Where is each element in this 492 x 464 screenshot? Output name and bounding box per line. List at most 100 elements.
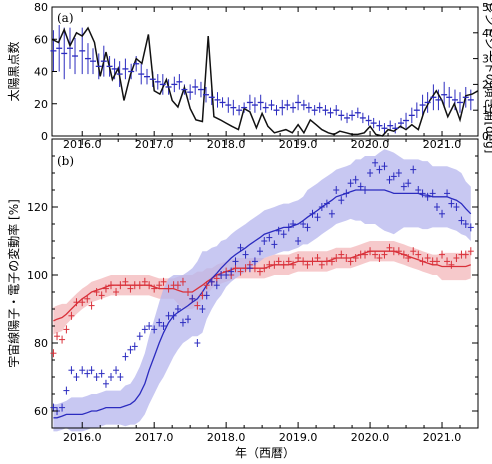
panel-b-bands <box>53 149 471 432</box>
panel-b-red-point <box>367 247 374 256</box>
panel-b-blue-point <box>318 203 325 211</box>
panel-b-red-point <box>467 247 474 256</box>
panel-b-blue-point <box>376 165 383 174</box>
panel-b-blue-point <box>390 172 397 181</box>
panel-b-blue-point <box>453 203 460 211</box>
panel-b-blue-point <box>415 186 422 194</box>
panel-b-blue-point <box>439 209 446 218</box>
panel-b-red-point <box>113 288 120 296</box>
panel-b-red-point <box>462 250 469 259</box>
panel-b-red-point <box>179 277 186 286</box>
panel-a-y-tick-label: 80 <box>34 1 48 14</box>
panel-b-blue-point <box>194 339 201 347</box>
panel-b-red-point <box>108 281 115 290</box>
panel-b-blue-point <box>68 366 75 375</box>
panel-b-blue-point <box>256 247 263 256</box>
panel-b-red-point <box>88 301 95 310</box>
panel-b-blue-point <box>362 186 369 194</box>
panel-b-red-point <box>131 281 138 290</box>
panel-b-blue-point <box>127 345 134 354</box>
panel-a-error-bars <box>52 25 472 134</box>
panel-a-y-tick-label: 60 <box>34 33 48 46</box>
panel-a-y-ticks-left: 0 20 40 60 80 <box>34 1 57 143</box>
panel-a-y-ticks-right: 0 10 20 30 40 50 <box>473 1 492 143</box>
panel-b-blue-point <box>261 237 268 245</box>
panel-a: 2016.0 2017.0 2018.0 2019.0 2020.0 2021.0 020… <box>6 0 492 153</box>
panel-b-blue-point <box>467 223 474 232</box>
panel-b-red-point <box>343 254 350 262</box>
panel-b-blue-point <box>160 322 167 330</box>
panel-b-blue-point <box>63 386 70 395</box>
panel-b-red-point <box>54 332 61 341</box>
panel-b-red-point <box>117 281 124 290</box>
panel-b-blue-point <box>136 332 143 341</box>
panel-a-ylabel-right: カレントシートの傾き角[deg] <box>483 0 492 153</box>
panel-b-blue-point <box>146 322 153 330</box>
panel-b-blue-point <box>108 373 115 381</box>
panel-b-blue-band <box>53 149 471 432</box>
panel-b-blue-point <box>372 158 379 167</box>
panel-b-red-point <box>122 277 129 286</box>
panel-b-blue-point <box>170 311 177 320</box>
panel-b-blue-point <box>141 325 148 334</box>
panel-b-blue-point <box>462 220 469 228</box>
panel-b-red-point <box>328 257 335 266</box>
panel-a-label: (a) <box>57 11 74 25</box>
panel-b-blue-point <box>444 189 451 198</box>
panel-a-blue-points <box>50 47 474 129</box>
panel-b-red-point <box>79 298 86 307</box>
panel-b-red-point <box>93 288 100 296</box>
panel-b-red-point <box>453 254 460 262</box>
panel-a-right-tick-label: 40 <box>482 27 492 40</box>
panel-b-blue-point <box>410 165 417 174</box>
panel-b-blue-point <box>433 203 440 211</box>
panel-b-red-point <box>424 254 431 262</box>
panel-b-red-point <box>323 257 330 266</box>
panel-b-y-tick-label: 60 <box>34 405 48 418</box>
panel-b-red-point <box>266 260 273 269</box>
panel-b-y-tick-label: 80 <box>34 337 48 350</box>
panel-b-red-point <box>444 257 451 266</box>
panel-b-red-point <box>63 325 70 334</box>
panel-b-blue-point <box>179 318 186 327</box>
panel-b-red-point <box>400 250 407 259</box>
panel-b-blue-point <box>189 294 196 303</box>
panel-b-red-point <box>194 301 201 310</box>
panel-b-blue-point <box>300 220 307 228</box>
panel-b-blue-point <box>242 250 249 259</box>
panel-b-red-point <box>174 281 181 290</box>
panel-b-y-tick-label: 120 <box>27 201 48 214</box>
panel-b-blue-point <box>357 182 364 191</box>
panel-b-blue-point <box>333 186 340 194</box>
panel-b-red-point <box>98 291 105 300</box>
panel-b-blue-point <box>367 169 374 177</box>
panel-b-x-tick-label: 2021.0 <box>423 431 462 444</box>
panel-b-blue-point <box>386 175 393 184</box>
panel-b-red-point <box>390 247 397 256</box>
panel-b-blue-point <box>79 366 86 375</box>
panel-b-blue-point <box>88 366 95 375</box>
panel-b-blue-point <box>84 369 91 378</box>
panel-b-red-point <box>84 294 91 303</box>
panel-b-blue-point <box>314 213 321 222</box>
panel-b-red-point <box>146 281 153 290</box>
panel-b: 2016.0 2017.0 2018.0 2019.0 2020.0 2021.0 60 8… <box>6 138 479 460</box>
panel-b-blue-point <box>405 179 412 188</box>
panel-b-red-point <box>376 254 383 262</box>
panel-b-red-point <box>338 250 345 259</box>
panel-b-red-point <box>73 298 80 307</box>
panel-b-blue-point <box>199 305 206 313</box>
panel-b-blue-point <box>343 189 350 198</box>
panel-b-red-point <box>419 257 426 266</box>
panel-b-ylabel: 宇宙線陽子・電子の変動率 [%] <box>6 199 21 368</box>
panel-b-red-point <box>309 257 316 266</box>
panel-b-frame <box>51 138 479 429</box>
panel-b-red-point <box>415 250 422 259</box>
panel-b-red-point <box>381 250 388 259</box>
panel-b-y-ticks: 60 80 100 120 <box>27 138 478 429</box>
panel-b-blue-point <box>131 342 138 351</box>
panel-b-blue-point <box>304 223 311 232</box>
panel-b-blue-point <box>271 240 278 249</box>
panel-b-red-point <box>50 349 57 358</box>
panel-b-red-point <box>156 281 163 290</box>
